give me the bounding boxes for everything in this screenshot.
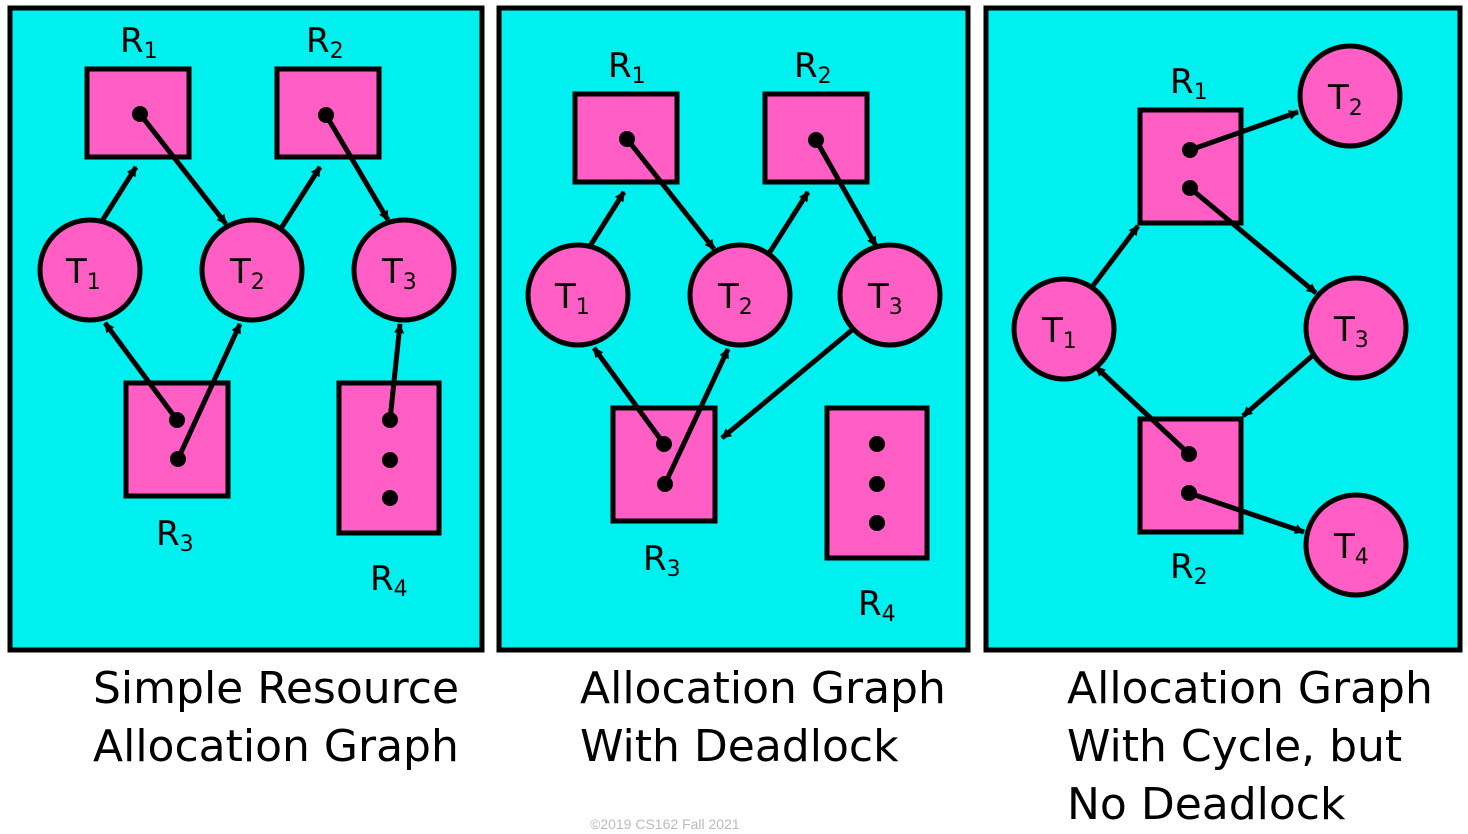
label-t2: T2 [1327,78,1363,121]
label-t4: T4 [1333,527,1369,570]
instance-dot [382,452,398,468]
label-t3: T3 [381,252,417,295]
instance-dot [1182,142,1198,158]
edge-r3-t1 [102,321,180,422]
edge-t1-r1 [1090,224,1140,289]
edge-t1-r1 [99,165,139,223]
edge-r3-t1 [591,346,667,446]
caption-line: Allocation Graph [580,663,946,714]
edge-r1-t2 [625,137,716,251]
resource-r3-box [610,405,718,524]
label-r4: R4 [858,584,896,627]
edge-t2-r2 [277,165,323,232]
thread-t1-node [37,217,143,323]
label-t1: T1 [1041,311,1077,354]
instance-dot [382,412,398,428]
label-t1: T1 [554,277,590,320]
label-r2: R2 [1170,547,1208,590]
edge-t1-r1 [587,190,627,248]
instance-dot [1181,485,1197,501]
caption-deadlock-graph: Allocation Graph With Deadlock [580,660,946,776]
edge-r2-t1 [1094,365,1191,456]
label-t3: T3 [1333,310,1369,353]
label-t2: T2 [717,277,753,320]
instance-dot [318,107,334,123]
instance-dot [656,436,672,452]
caption-line: Allocation Graph [1067,663,1433,714]
label-r3: R3 [643,539,681,582]
thread-t1-node [1011,276,1117,382]
instance-dot [1181,446,1197,462]
edge-r2-t3 [813,138,879,248]
label-r1: R1 [608,46,646,89]
edge-r4-t3 [387,323,405,421]
thread-t2-node [687,242,793,348]
edge-r3-t2 [175,322,243,461]
copyright-footer: ©2019 CS162 Fall 2021 [590,816,740,832]
edge-r1-t3 [1188,186,1318,295]
instance-dot [657,476,673,492]
thread-t3-node [351,217,457,323]
caption-cycle-graph: Allocation Graph With Cycle, but No Dead… [1067,660,1433,834]
instance-dot [169,412,185,428]
edge-t2-r2 [765,190,811,257]
edge-r1-t2 [138,112,228,226]
thread-t4-node [1303,492,1409,598]
edge-r3-t2 [662,347,731,486]
caption-line: With Deadlock [580,721,899,772]
thread-t3-node [837,242,943,348]
edge-t3-r3 [720,328,854,440]
instance-dot [382,490,398,506]
caption-line: Allocation Graph [93,721,459,772]
edge-t3-r2 [1241,354,1314,418]
caption-line: Simple Resource [93,663,460,714]
instance-dot [869,476,885,492]
instance-dot [170,451,186,467]
resource-r2-box [1137,416,1244,535]
instance-dot [1182,180,1198,196]
caption-line: No Deadlock [1067,779,1346,830]
instance-dot [132,106,148,122]
label-r1: R1 [1170,62,1208,105]
label-r1: R1 [120,21,158,64]
resource-r1-box [1137,107,1244,226]
label-t3: T3 [867,277,903,320]
edge-r2-t4 [1188,490,1305,535]
label-t2: T2 [229,252,265,295]
label-t1: T1 [65,252,101,295]
label-r2: R2 [794,46,832,89]
instance-dot [869,515,885,531]
caption-line: With Cycle, but [1067,721,1403,772]
resource-r3-box [123,380,231,499]
thread-t3-node [1303,275,1409,381]
caption-simple-graph: Simple Resource Allocation Graph [93,660,459,776]
thread-t2-node [1297,43,1403,149]
instance-dot [808,132,824,148]
panel-simple-graph [7,5,485,653]
label-r4: R4 [370,559,408,602]
label-r2: R2 [306,21,344,64]
instance-dot [869,436,885,452]
thread-t1-node [525,242,631,348]
label-r3: R3 [156,514,194,557]
edge-r1-t2 [1189,109,1299,153]
thread-t2-node [199,217,305,323]
edge-r2-t3 [323,113,391,222]
instance-dot [619,131,635,147]
